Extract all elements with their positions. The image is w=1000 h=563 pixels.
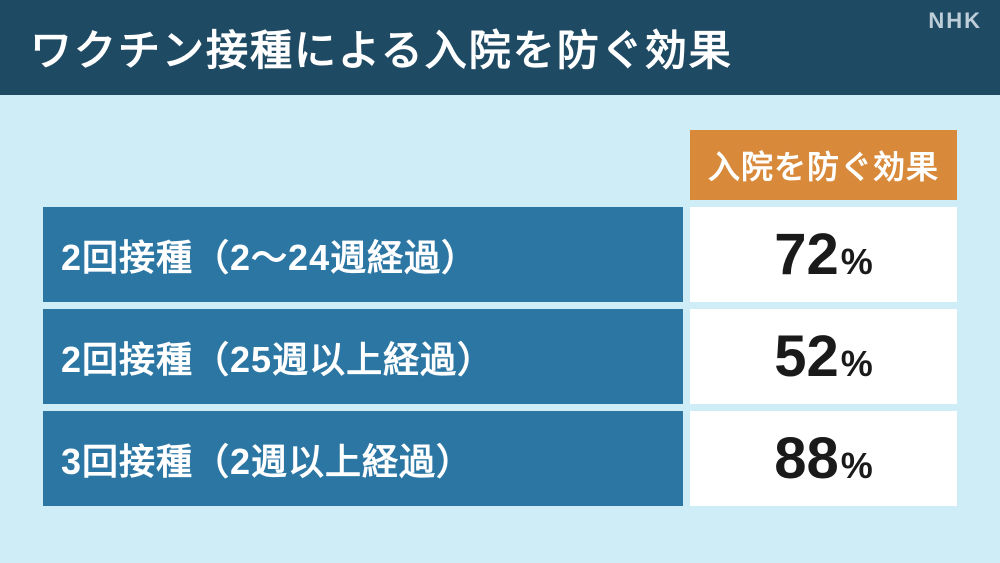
table-row: 2回接種（25週以上経過） 52% xyxy=(43,309,957,404)
value-number: 88 xyxy=(774,426,839,491)
page-title: ワクチン接種による入院を防ぐ効果 xyxy=(30,17,733,78)
value-number: 52 xyxy=(774,324,839,389)
table-row: 2回接種（2～24週経過） 72% xyxy=(43,207,957,302)
table-row: 3回接種（2週以上経過） 88% xyxy=(43,411,957,506)
value-unit: % xyxy=(841,241,873,282)
table-header-value: 入院を防ぐ効果 xyxy=(690,130,957,200)
table-header-row: 入院を防ぐ効果 xyxy=(43,130,957,200)
broadcaster-logo: NHK xyxy=(928,8,982,34)
value-unit: % xyxy=(841,445,873,486)
row-label: 3回接種（2週以上経過） xyxy=(43,411,683,506)
content-area: 入院を防ぐ効果 2回接種（2～24週経過） 72% 2回接種（25週以上経過） … xyxy=(0,95,1000,563)
header-bar: NHK ワクチン接種による入院を防ぐ効果 xyxy=(0,0,1000,95)
row-label: 2回接種（25週以上経過） xyxy=(43,309,683,404)
row-value: 88% xyxy=(690,411,957,506)
value-unit: % xyxy=(841,343,873,384)
value-number: 72 xyxy=(774,222,839,287)
row-label: 2回接種（2～24週経過） xyxy=(43,207,683,302)
efficacy-table: 入院を防ぐ効果 2回接種（2～24週経過） 72% 2回接種（25週以上経過） … xyxy=(36,123,964,513)
row-value: 72% xyxy=(690,207,957,302)
table-header-empty xyxy=(43,130,683,200)
row-value: 52% xyxy=(690,309,957,404)
